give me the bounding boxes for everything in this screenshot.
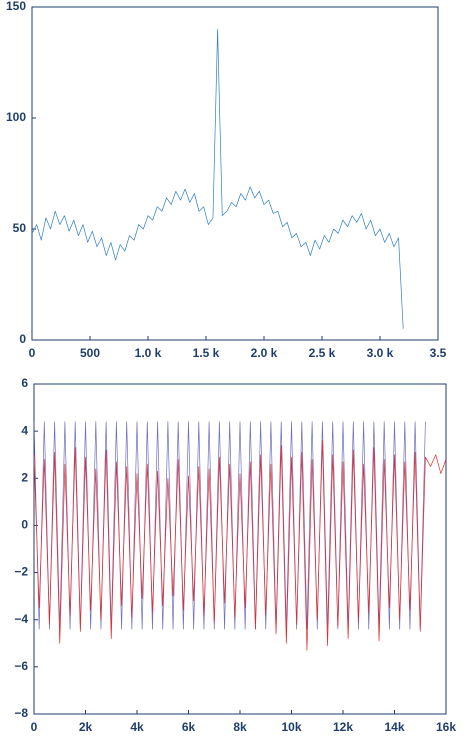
x-tick-label: 10k [281,720,301,734]
x-tick-label: 16k [436,720,456,734]
x-tick-label: 2.0 k [251,346,278,360]
y-tick-label: 150 [6,0,26,13]
data-line [31,28,404,329]
y-tick-label: 100 [6,110,26,124]
x-tick-label: 0 [29,346,36,360]
x-tick-label: 3.0 k [367,346,394,360]
x-tick-label: 6k [182,720,196,734]
x-tick-label: 2.5 k [309,346,336,360]
y-tick-label: 50 [13,221,27,235]
y-tick-label: −8 [14,706,28,720]
x-tick-label: 0 [31,720,38,734]
plot-frame [31,6,439,341]
x-tick-label: 14k [384,720,404,734]
x-tick-label: 1.0 k [135,346,162,360]
y-tick-label: 0 [19,332,26,346]
y-tick-label: −2 [14,565,28,579]
x-tick-label: 4k [130,720,144,734]
data-line [33,440,447,651]
y-tick-label: −4 [14,612,28,626]
x-tick-label: 2k [79,720,93,734]
x-tick-label: 500 [80,346,100,360]
data-line [33,421,426,630]
x-tick-label: 1.5 k [193,346,220,360]
y-tick-label: 4 [21,423,28,437]
x-tick-label: 12k [333,720,353,734]
y-tick-label: 6 [21,376,28,390]
y-tick-label: −6 [14,659,28,673]
x-tick-label: 8k [233,720,247,734]
y-tick-label: 0 [21,518,28,532]
y-tick-label: 2 [21,470,28,484]
x-tick-label: 3.5 [430,346,447,360]
